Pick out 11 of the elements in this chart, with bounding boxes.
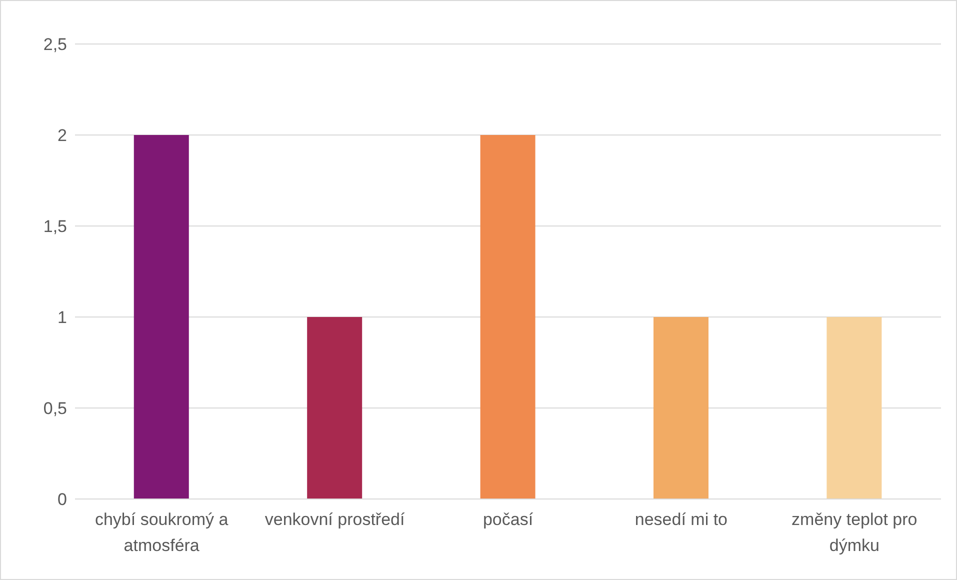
x-tick-label: nesedí mi to [634,510,728,529]
y-tick-label: 1,5 [43,217,67,236]
y-tick-label: 0 [58,490,67,510]
x-tick-label: chybí soukromý a atmosféra [94,510,229,555]
x-tick-label: počasí [482,510,534,529]
x-tick-label: venkovní prostředí [264,510,405,529]
y-tick-label: 2,5 [43,35,67,54]
y-tick-label: 2 [58,126,67,146]
x-tick-label: změny teplot pro dýmku [792,510,918,555]
y-tick-label: 1 [58,308,67,328]
y-tick-label: 0,5 [43,399,67,418]
